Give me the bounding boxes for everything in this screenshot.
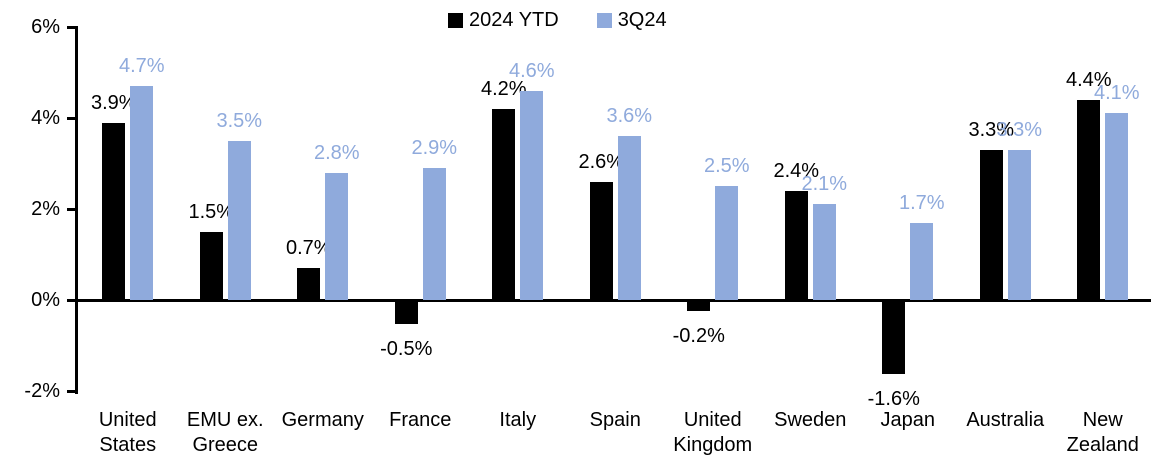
legend-label-2024-ytd: 2024 YTD bbox=[469, 9, 559, 31]
value-label-2024-ytd-new-zealand: 4.4% bbox=[1065, 68, 1112, 91]
value-label-3q24-united-kingdom: 2.5% bbox=[703, 155, 750, 178]
category-label-germany: Germany bbox=[281, 409, 364, 431]
y-tick-label-2: 2% bbox=[31, 198, 60, 220]
legend-item-3q24: 3Q24 bbox=[596, 8, 667, 32]
bar-3q24-united-states bbox=[130, 86, 154, 300]
category-label-new-zealand: New Zealand bbox=[1066, 409, 1139, 456]
category-label-sweden: Sweden bbox=[774, 409, 847, 431]
bar-3q24-sweden bbox=[812, 204, 836, 300]
y-tick-label-0: 0% bbox=[31, 289, 60, 311]
value-label-3q24-australia: 3.3% bbox=[996, 118, 1043, 141]
category-label-spain: Spain bbox=[589, 409, 641, 431]
bar-3q24-australia bbox=[1007, 149, 1031, 300]
y-tick-mark-0 bbox=[67, 298, 76, 302]
value-label-2024-ytd-united-states: 3.9% bbox=[90, 91, 137, 114]
value-label-3q24-italy: 4.6% bbox=[508, 59, 555, 82]
category-label-united-kingdom: United Kingdom bbox=[673, 409, 753, 456]
bar-3q24-united-kingdom bbox=[715, 186, 739, 300]
bar-2024-ytd-france bbox=[394, 301, 418, 325]
category-label-australia: Australia bbox=[966, 409, 1045, 431]
bar-3q24-france bbox=[422, 168, 446, 300]
bar-2024-ytd-united-kingdom bbox=[687, 301, 711, 311]
bar-2024-ytd-new-zealand bbox=[1077, 99, 1101, 300]
value-label-3q24-japan: 1.7% bbox=[898, 191, 945, 214]
bar-2024-ytd-australia bbox=[979, 149, 1003, 300]
bar-3q24-spain bbox=[617, 136, 641, 300]
bar-3q24-emu-ex-greece bbox=[227, 140, 251, 300]
y-tick-mark-6 bbox=[67, 25, 76, 29]
value-label-2024-ytd-germany: 0.7% bbox=[285, 237, 332, 260]
value-label-2024-ytd-italy: 4.2% bbox=[480, 77, 527, 100]
category-label-japan: Japan bbox=[880, 409, 936, 431]
category-label-france: France bbox=[389, 409, 452, 431]
legend-item-2024-ytd: 2024 YTD bbox=[448, 8, 559, 32]
category-label-italy: Italy bbox=[499, 409, 537, 431]
value-label-2024-ytd-france: -0.5% bbox=[380, 338, 433, 361]
y-tick-mark--2 bbox=[67, 389, 76, 393]
bar-2024-ytd-sweden bbox=[784, 190, 808, 300]
y-tick-label-4: 4% bbox=[31, 107, 60, 129]
legend-swatch-2024-ytd-icon bbox=[448, 12, 463, 28]
value-label-2024-ytd-united-kingdom: -0.2% bbox=[672, 324, 725, 347]
bar-2024-ytd-spain bbox=[589, 181, 613, 300]
y-axis-line bbox=[75, 26, 78, 394]
legend-label-3q24: 3Q24 bbox=[617, 9, 667, 31]
category-label-emu-ex-greece: EMU ex. Greece bbox=[186, 409, 264, 456]
y-tick-label--2: -2% bbox=[24, 380, 60, 402]
value-label-3q24-united-states: 4.7% bbox=[118, 55, 165, 78]
value-label-2024-ytd-australia: 3.3% bbox=[968, 118, 1015, 141]
x-axis-line bbox=[74, 299, 1151, 302]
legend-swatch-3q24-icon bbox=[596, 12, 612, 28]
value-label-3q24-germany: 2.8% bbox=[313, 141, 360, 164]
value-label-2024-ytd-emu-ex-greece: 1.5% bbox=[188, 200, 235, 223]
bar-2024-ytd-italy bbox=[492, 108, 516, 300]
value-label-3q24-france: 2.9% bbox=[411, 137, 458, 160]
y-tick-mark-4 bbox=[67, 116, 76, 120]
value-label-3q24-emu-ex-greece: 3.5% bbox=[216, 109, 263, 132]
bar-2024-ytd-emu-ex-greece bbox=[199, 231, 223, 300]
value-label-3q24-sweden: 2.1% bbox=[801, 173, 848, 196]
chart-legend: 2024 YTD 3Q24 bbox=[448, 8, 667, 32]
value-label-3q24-new-zealand: 4.1% bbox=[1093, 82, 1140, 105]
bar-2024-ytd-japan bbox=[882, 301, 906, 375]
bar-3q24-japan bbox=[910, 222, 934, 300]
bar-3q24-new-zealand bbox=[1105, 113, 1129, 300]
bar-3q24-germany bbox=[325, 172, 349, 300]
bar-2024-ytd-germany bbox=[297, 268, 321, 300]
bar-2024-ytd-united-states bbox=[102, 122, 126, 300]
value-label-2024-ytd-spain: 2.6% bbox=[578, 150, 625, 173]
bar-3q24-italy bbox=[520, 90, 544, 300]
value-label-2024-ytd-sweden: 2.4% bbox=[773, 159, 820, 182]
value-label-2024-ytd-japan: -1.6% bbox=[867, 388, 920, 411]
value-label-3q24-spain: 3.6% bbox=[606, 105, 653, 128]
y-tick-label-6: 6% bbox=[31, 16, 60, 38]
y-tick-mark-2 bbox=[67, 207, 76, 211]
category-label-united-states: United States bbox=[98, 409, 157, 456]
